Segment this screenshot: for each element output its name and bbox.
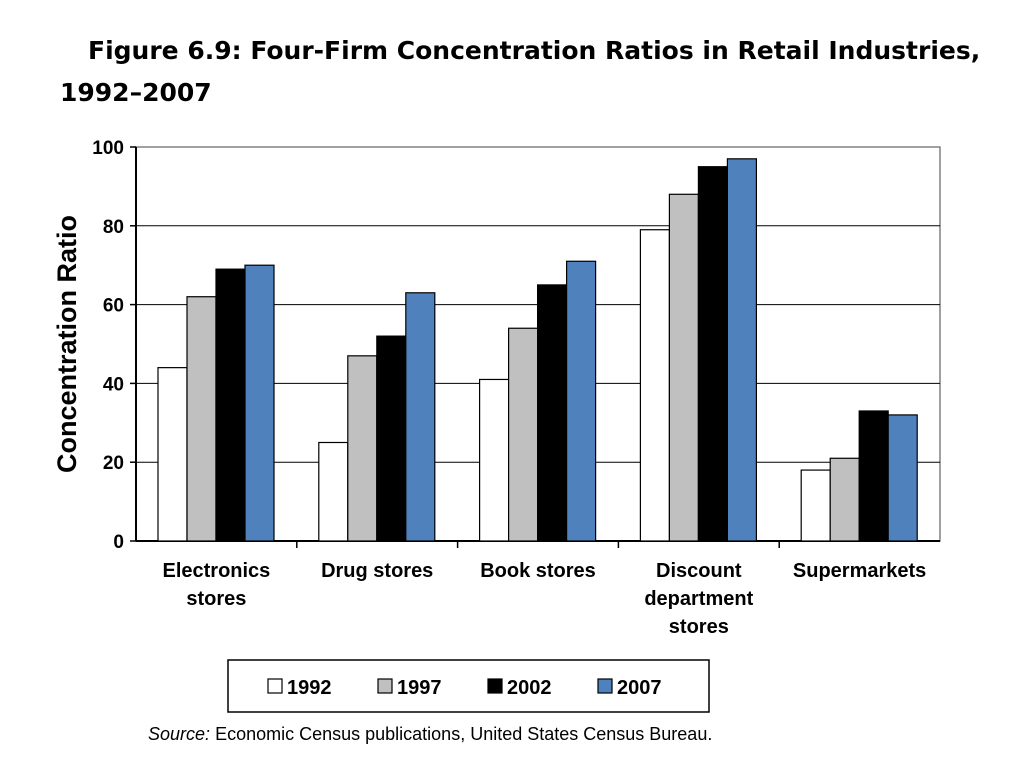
x-tick-label-0-0: Electronics [162,560,270,582]
x-tick-label-4-0: Supermarkets [793,560,926,582]
x-tick-label-0-1: stores [186,588,246,610]
bar-2007-3 [726,158,758,542]
y-axis-label: Concentration Ratio [52,215,82,473]
bar-2007-2 [565,260,597,542]
legend-swatch-1997 [377,678,393,694]
bar-1992-4 [800,469,831,542]
source-text: Economic Census publications, United Sta… [215,724,713,744]
source-note: Source: Economic Census publications, Un… [148,724,712,745]
bar-2007-1 [405,292,436,542]
bar-1992-0 [157,367,188,542]
x-tick-label-3-0: Discount [656,560,742,582]
chart-title-line2: 1992–2007 [60,78,212,107]
bar-1992-2 [479,378,510,542]
legend-label-1992: 1992 [287,677,332,699]
chart-title-line1: Figure 6.9: Four-Firm Concentration Rati… [88,36,981,65]
bar-1992-3 [639,229,671,542]
y-tick-label-60: 60 [103,296,124,317]
bar-1997-4 [829,457,860,542]
x-tick-label-3-2: stores [669,616,729,638]
bar-chart: 0 20 40 60 80 100 Concentration Ratio Electroni… [52,138,941,713]
y-tick-label-40: 40 [103,374,124,395]
legend [227,659,710,713]
legend-swatch-1992 [267,678,283,694]
legend-label-2007: 2007 [617,677,662,699]
legend-swatch-2007 [597,678,613,694]
y-tick-label-20: 20 [103,453,124,474]
bar-1997-1 [347,355,378,542]
bar-2002-2 [536,284,568,542]
bar-2002-0 [215,268,246,542]
bar-2002-4 [858,410,889,542]
bar-2007-0 [244,264,275,542]
source-label: Source: [148,724,211,744]
x-tick-label-3-1: department [644,588,753,610]
bar-2002-3 [697,166,729,542]
bar-1997-3 [668,193,700,542]
chart-title: Figure 6.9: Four-Firm Concentration Rati… [60,30,990,114]
bar-1997-2 [508,327,539,542]
legend-label-1997: 1997 [397,677,442,699]
legend-swatch-2002 [487,678,503,694]
y-tick-label-0: 0 [113,532,124,553]
bar-2007-4 [887,414,918,542]
x-tick-label-2-0: Book stores [480,560,596,582]
bar-1997-0 [186,296,217,542]
bar-2002-1 [376,335,407,542]
legend-label-2002: 2002 [507,677,552,699]
y-tick-label-100: 100 [92,138,124,159]
x-tick-label-1-0: Drug stores [321,560,433,582]
y-tick-label-80: 80 [103,217,124,238]
bar-1992-1 [318,441,349,542]
